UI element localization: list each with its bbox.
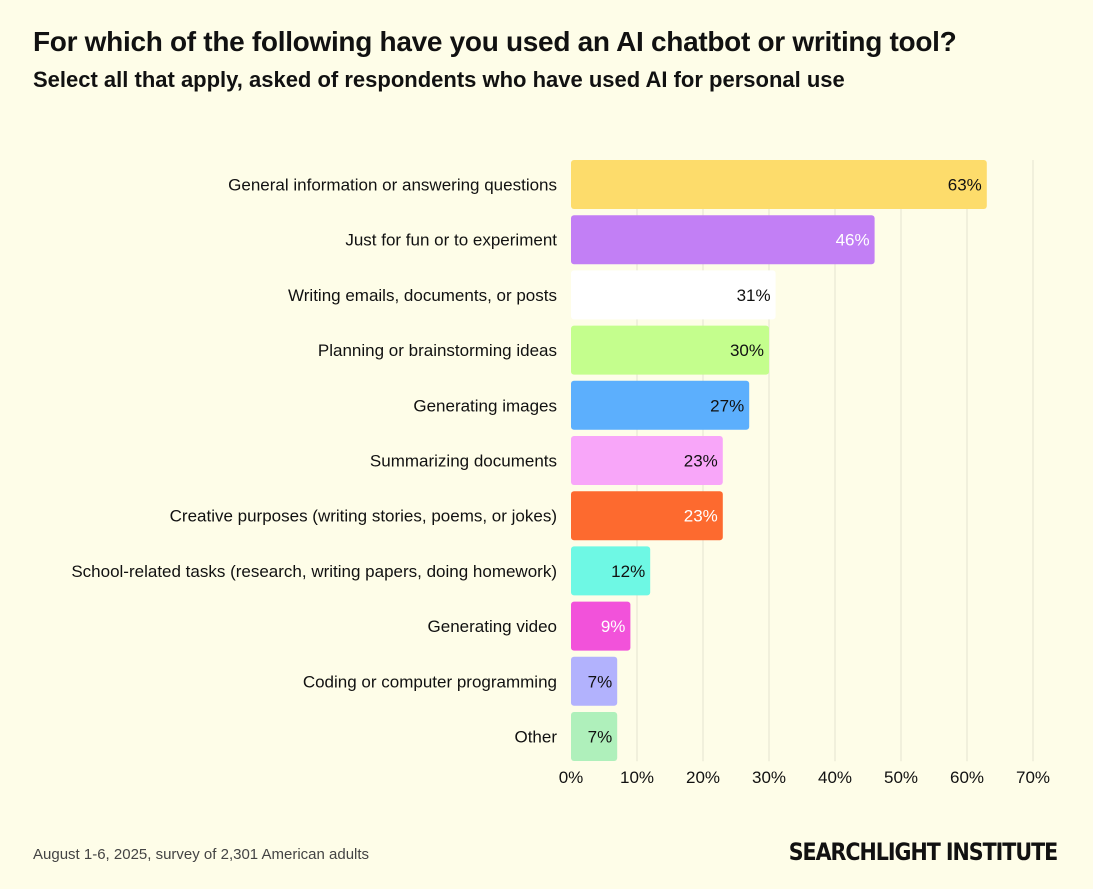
category-label: General information or answering questio… [228, 176, 557, 195]
value-label: 30% [730, 341, 764, 360]
value-label: 31% [737, 286, 771, 305]
value-label: 12% [611, 562, 645, 581]
bar [571, 491, 723, 541]
x-tick-label: 20% [686, 768, 720, 787]
category-label: Just for fun or to experiment [345, 231, 557, 250]
bar [571, 160, 987, 209]
brand-logo: SEARCHLIGHT INSTITUTE [788, 838, 1059, 866]
bars [571, 160, 987, 761]
category-label: Writing emails, documents, or posts [288, 286, 557, 305]
bar [571, 546, 651, 596]
bar [571, 712, 618, 761]
category-label: Other [514, 728, 557, 747]
bar [571, 325, 769, 375]
bar [571, 601, 631, 651]
chart-title: For which of the following have you used… [33, 26, 957, 57]
value-label: 7% [588, 672, 613, 691]
category-label: Generating video [428, 617, 557, 636]
x-tick-label: 10% [620, 768, 654, 787]
bar [571, 436, 723, 485]
value-label: 63% [948, 176, 982, 195]
x-tick-label: 40% [818, 768, 852, 787]
category-label: Generating images [413, 396, 557, 415]
category-label: Coding or computer programming [303, 672, 557, 691]
value-label: 7% [588, 728, 613, 747]
bar [571, 215, 875, 265]
category-labels: General information or answering questio… [71, 176, 557, 747]
category-label: School-related tasks (research, writing … [71, 562, 557, 581]
bar [571, 270, 776, 320]
x-tick-label: 70% [1016, 768, 1050, 787]
footnote: August 1-6, 2025, survey of 2,301 Americ… [33, 846, 370, 863]
x-tick-label: 60% [950, 768, 984, 787]
category-label: Planning or brainstorming ideas [318, 341, 557, 360]
x-tick-label: 30% [752, 768, 786, 787]
bar [571, 656, 618, 706]
value-label: 23% [684, 452, 718, 471]
category-label: Creative purposes (writing stories, poem… [170, 507, 557, 526]
x-axis-ticks: 0% 10% 20% 30% 40% 50% 60% 70% [559, 768, 1050, 787]
x-tick-label: 50% [884, 768, 918, 787]
value-label: 9% [601, 617, 626, 636]
value-labels: 63% 46% 31% 30% 27% 23% 23% 12% 9% 7% 7% [588, 176, 982, 747]
value-label: 27% [710, 396, 744, 415]
value-label: 46% [836, 231, 870, 250]
value-label: 23% [684, 507, 718, 526]
x-tick-label: 0% [559, 768, 584, 787]
bar [571, 380, 750, 430]
category-label: Summarizing documents [370, 452, 557, 471]
chart-subtitle: Select all that apply, asked of responde… [33, 67, 845, 92]
